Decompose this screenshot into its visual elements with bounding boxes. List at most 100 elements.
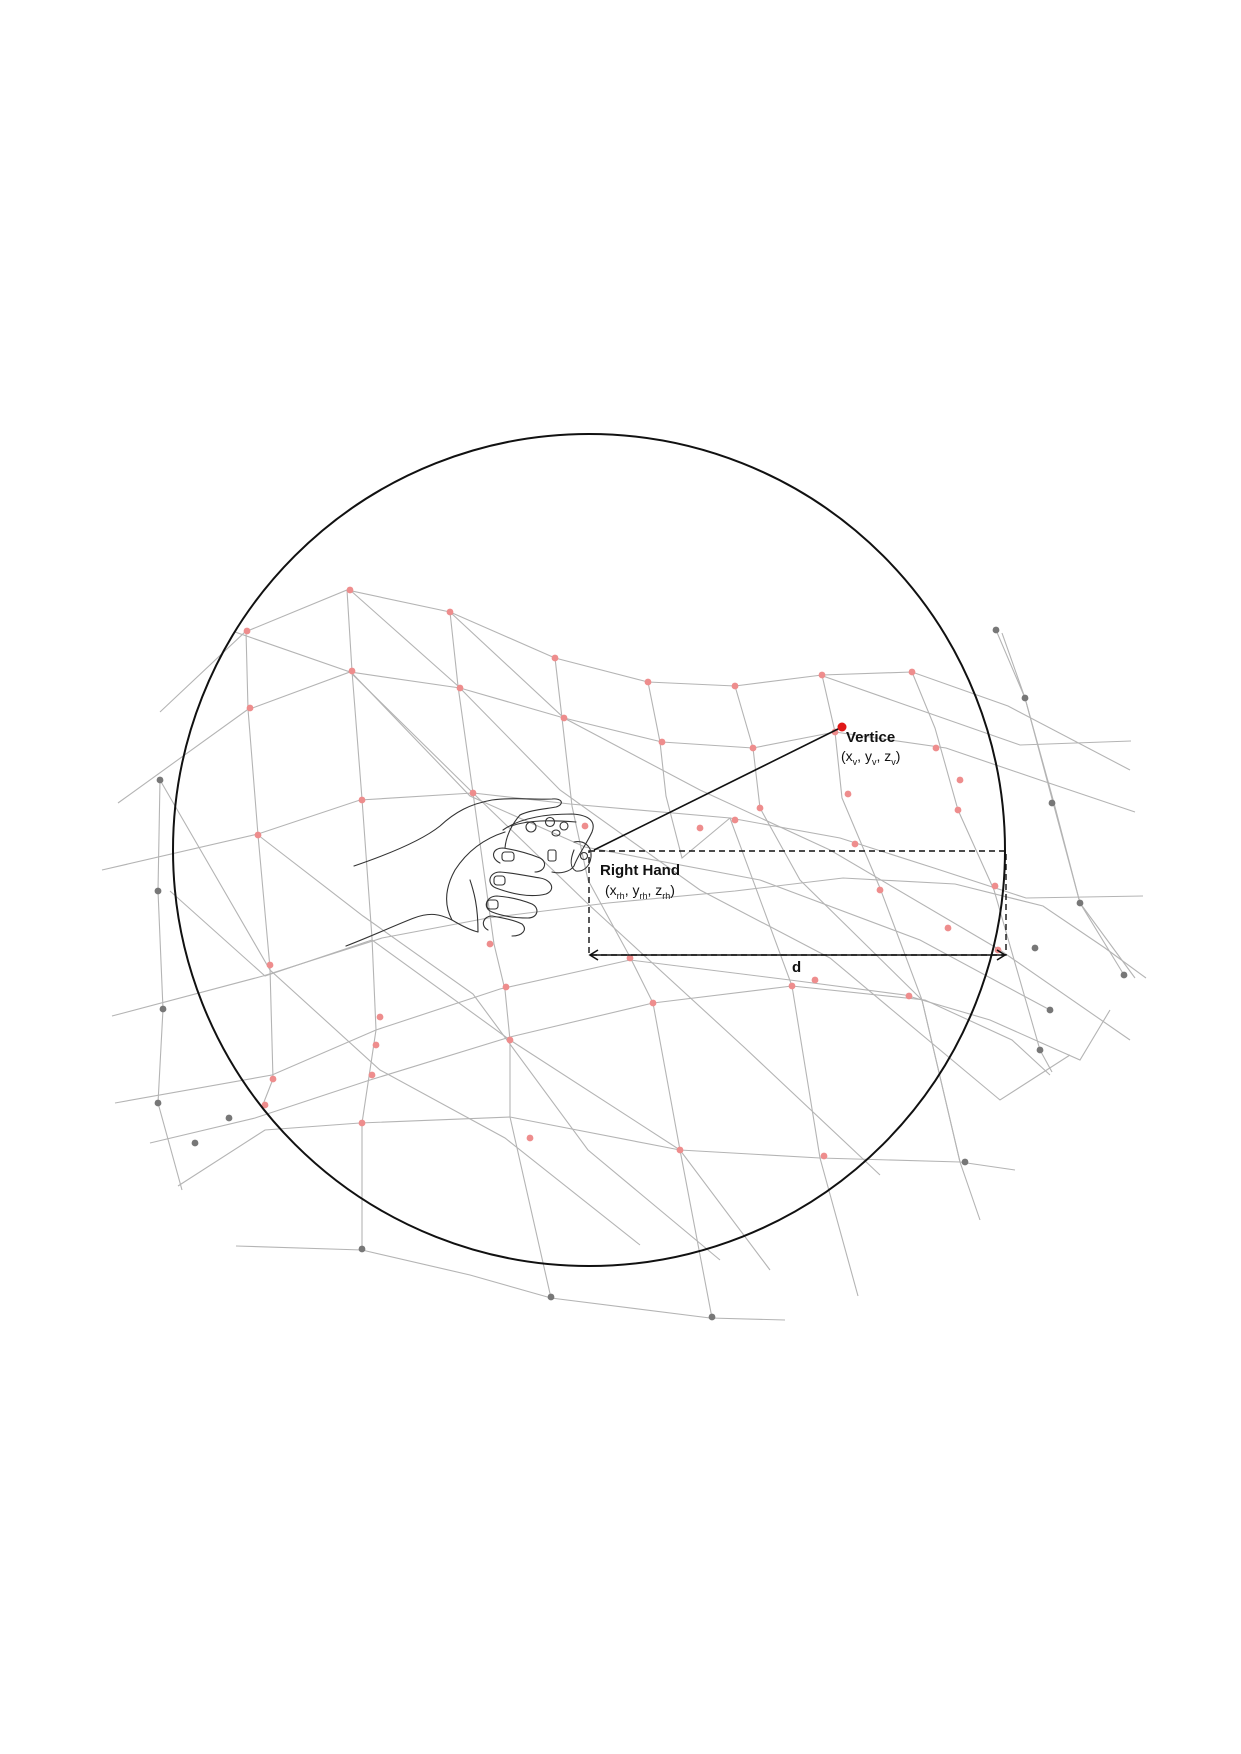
mesh-node-inside: [526, 1134, 534, 1142]
mesh-edge: [346, 589, 377, 1250]
mesh-node-outside: [708, 1313, 716, 1321]
mesh-node-inside: [254, 831, 262, 839]
mesh-node-inside: [372, 1041, 380, 1049]
mesh-node-inside: [876, 886, 884, 894]
mesh-node-inside: [502, 983, 510, 991]
mesh-node-inside: [696, 824, 704, 832]
mesh-node-outside: [547, 1293, 555, 1301]
mesh-node-outside: [992, 626, 1000, 634]
mesh-node-inside: [649, 999, 657, 1007]
mesh-node-outside: [154, 1099, 162, 1107]
mesh-node-inside: [446, 608, 454, 616]
mesh-node-inside: [486, 940, 494, 948]
mesh-node-outside: [159, 1005, 167, 1013]
mesh-node-inside: [266, 961, 274, 969]
mesh-node-inside: [368, 1071, 376, 1079]
mesh-node-inside: [581, 822, 589, 830]
mesh-node-outside: [1031, 944, 1039, 952]
mesh-edge: [449, 611, 552, 1299]
mesh-node-outside: [1048, 799, 1056, 807]
distance-label: d: [792, 959, 801, 976]
mesh-node-inside: [261, 1101, 269, 1109]
mesh-edge: [235, 1245, 786, 1321]
mesh-edge: [819, 674, 1132, 746]
hand-to-vertex-line: [593, 726, 843, 851]
mesh-node-inside: [818, 671, 826, 679]
mesh-node-inside: [346, 586, 354, 594]
mesh-node-inside: [749, 744, 757, 752]
mesh-node-inside: [731, 682, 739, 690]
mesh-node-outside: [191, 1139, 199, 1147]
mesh-node-outside: [1120, 971, 1128, 979]
mesh-node-outside: [1036, 1046, 1044, 1054]
mesh-node-inside: [243, 627, 251, 635]
mesh-edge: [821, 674, 961, 1163]
mesh-edge: [911, 671, 1053, 1073]
mesh-node-inside: [560, 714, 568, 722]
mesh-node-inside: [954, 806, 962, 814]
mesh-node-inside: [676, 1146, 684, 1154]
mesh-node-inside: [956, 776, 964, 784]
mesh-node-inside: [788, 982, 796, 990]
mesh-node-inside: [246, 704, 254, 712]
dashed-bounding-box: [588, 850, 1007, 956]
mesh-edge: [554, 657, 713, 1319]
mesh-node-inside: [626, 954, 634, 962]
mesh-node-outside: [358, 1245, 366, 1253]
mesh-edge: [257, 834, 721, 1261]
mesh-node-outside: [1076, 899, 1084, 907]
mesh-node-outside: [225, 1114, 233, 1122]
mesh-node-inside: [644, 678, 652, 686]
mesh-node-inside: [358, 796, 366, 804]
highlighted-vertex: [837, 722, 847, 732]
mesh-edge: [101, 792, 1144, 899]
hand-title: Right Hand: [600, 862, 680, 879]
mesh-node-inside: [820, 1152, 828, 1160]
mesh-node-inside: [358, 1119, 366, 1127]
mesh-node-inside: [456, 684, 464, 692]
distance-arrow: [588, 949, 1007, 961]
mesh-node-outside: [1046, 1006, 1054, 1014]
mesh-edge: [995, 629, 1125, 976]
mesh-edge: [149, 985, 1051, 1144]
mesh-node-inside: [731, 816, 739, 824]
mesh-node-outside: [156, 776, 164, 784]
mesh-edge: [245, 630, 274, 1108]
mesh-edge: [349, 670, 1051, 1011]
mesh-node-inside: [506, 1036, 514, 1044]
mesh-node-inside: [756, 804, 764, 812]
vertex-title: Vertice: [846, 729, 895, 746]
mesh-node-inside: [944, 924, 952, 932]
mesh-node-inside: [551, 654, 559, 662]
mesh-node-inside: [932, 744, 940, 752]
mesh-edge: [234, 631, 881, 1176]
mesh-node-inside: [376, 1013, 384, 1021]
mesh-edge: [111, 877, 1147, 1017]
mesh-node-inside: [269, 1075, 277, 1083]
mesh-node-outside: [1021, 694, 1029, 702]
mesh-edge: [157, 779, 183, 1191]
mesh-edge: [159, 779, 641, 1246]
mesh-node-inside: [658, 738, 666, 746]
mesh-node-inside: [348, 667, 356, 675]
vr-controller-hand-icon: [345, 798, 594, 947]
mesh-node-inside: [908, 668, 916, 676]
mesh-node-outside: [154, 887, 162, 895]
mesh-node-inside: [905, 992, 913, 1000]
mesh-node-inside: [844, 790, 852, 798]
mesh-edge: [647, 681, 859, 1297]
mesh-edge: [117, 671, 1136, 813]
mesh-edge: [449, 611, 1131, 1041]
interaction-sphere: [172, 433, 1006, 1267]
mesh-edge: [159, 589, 1131, 771]
mesh-edge: [169, 890, 771, 1271]
mesh-node-inside: [811, 976, 819, 984]
hand-coordinates: (xrh, yrh, zrh): [605, 882, 675, 901]
mesh-node-inside: [991, 882, 999, 890]
mesh-node-inside: [851, 840, 859, 848]
mesh-node-inside: [469, 789, 477, 797]
mesh-edge: [114, 959, 1111, 1104]
mesh-node-outside: [961, 1158, 969, 1166]
vertex-coordinates: (xv, yv, zv): [841, 748, 900, 767]
